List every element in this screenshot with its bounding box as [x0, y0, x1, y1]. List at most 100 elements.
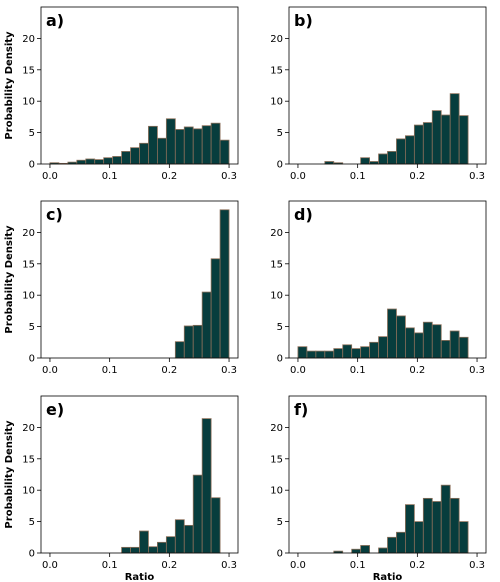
y-tick-label: 0 — [277, 160, 283, 171]
panel-b: 0.0 0.1 0.2 0.3 0 5 10 15 20 b) — [270, 6, 487, 182]
y-tick-label: 15 — [22, 65, 35, 76]
histogram-bar — [130, 546, 140, 554]
histogram-bar — [192, 128, 203, 165]
y-tick-label: 20 — [270, 228, 283, 239]
histogram-bar — [378, 336, 388, 359]
y-tick-label: 0 — [29, 549, 35, 560]
histogram-bar — [183, 325, 194, 359]
y-tick-label: 5 — [277, 128, 283, 139]
histogram-bar — [396, 138, 406, 165]
histogram-bar — [449, 330, 460, 359]
histogram-bar — [210, 122, 221, 165]
y-tick-label: 10 — [22, 291, 35, 302]
histogram-bar — [103, 157, 114, 165]
histogram-bar — [440, 114, 451, 165]
axes-frame — [288, 395, 487, 554]
histogram-bar — [192, 324, 203, 359]
x-tick-label: 0.0 — [42, 171, 58, 182]
histogram-bar — [148, 125, 158, 165]
panel-label: f) — [294, 400, 308, 419]
histogram-bar — [121, 546, 131, 554]
histogram-bar — [449, 93, 460, 165]
y-tick-label: 10 — [270, 291, 283, 302]
histogram-bar — [297, 346, 308, 359]
histogram-bar — [201, 418, 212, 554]
histogram-bar — [121, 151, 131, 165]
panel-e: 0.0 0.1 0.2 0.3 0 5 10 15 20 e) Probability Densit… — [4, 395, 239, 582]
y-tick-label: 0 — [277, 549, 283, 560]
x-tick-label: 0.3 — [469, 560, 485, 571]
axes-frame — [288, 6, 487, 165]
x-tick-label: 0.2 — [409, 171, 425, 182]
y-tick-label: 15 — [270, 259, 283, 270]
histogram-bar — [360, 157, 370, 165]
histogram-bar — [85, 158, 96, 165]
histogram-bar — [351, 548, 362, 554]
histogram-bar — [219, 139, 230, 165]
x-tick-label: 0.3 — [221, 171, 237, 182]
x-tick-label: 0.1 — [102, 560, 118, 571]
y-tick-label: 15 — [270, 65, 283, 76]
axes-frame — [40, 6, 239, 165]
x-tick-label: 0.1 — [350, 560, 366, 571]
histogram-bar — [378, 547, 388, 554]
y-tick-label: 10 — [22, 97, 35, 108]
x-tick-label: 0.2 — [161, 171, 177, 182]
histogram-bar — [333, 348, 344, 359]
y-axis-label: Probability Density — [4, 420, 15, 529]
histogram-bar — [431, 324, 442, 359]
histogram-bar — [165, 118, 176, 165]
y-tick-label: 20 — [22, 423, 35, 434]
histogram-bar — [360, 545, 370, 554]
y-tick-label: 5 — [277, 322, 283, 333]
axes-frame — [288, 200, 487, 359]
histogram-bar — [183, 524, 194, 554]
x-tick-label: 0.1 — [102, 171, 118, 182]
histogram-bar — [405, 504, 415, 554]
histogram-bar — [431, 110, 442, 165]
panel-d: 0.0 0.1 0.2 0.3 0 5 10 15 20 d) — [270, 200, 487, 376]
y-tick-label: 20 — [270, 423, 283, 434]
histogram-bar — [76, 159, 87, 165]
histogram-bar — [378, 153, 388, 165]
y-axis-label: Probability Density — [4, 31, 15, 140]
x-tick-label: 0.0 — [42, 560, 58, 571]
y-tick-label: 10 — [270, 486, 283, 497]
histogram-bar — [422, 497, 433, 554]
x-tick-label: 0.3 — [469, 365, 485, 376]
x-tick-label: 0.3 — [221, 365, 237, 376]
x-tick-label: 0.2 — [161, 560, 177, 571]
x-tick-label: 0.3 — [469, 171, 485, 182]
panel-label: c) — [46, 205, 63, 224]
histogram-bar — [157, 137, 167, 165]
histogram-bar — [396, 531, 406, 554]
histogram-bar — [174, 341, 185, 359]
y-tick-label: 20 — [22, 34, 35, 45]
histogram-bar — [369, 341, 379, 359]
x-tick-label: 0.3 — [221, 560, 237, 571]
x-tick-label: 0.2 — [161, 365, 177, 376]
histogram-bar — [183, 126, 194, 165]
histogram-bar — [440, 484, 451, 554]
histogram-bar — [201, 125, 212, 165]
histogram-bar — [458, 115, 469, 165]
histogram-bar — [201, 291, 212, 359]
histogram-bar — [342, 344, 353, 359]
histogram-bar — [413, 521, 424, 554]
histogram-bar — [192, 474, 203, 554]
histogram-bar — [422, 321, 433, 359]
histogram-bar — [219, 209, 230, 359]
histogram-bar — [440, 340, 451, 359]
y-tick-label: 5 — [29, 322, 35, 333]
histogram-bar — [351, 348, 362, 359]
x-tick-label: 0.0 — [290, 365, 306, 376]
panel-label: a) — [46, 11, 64, 30]
histogram-bar — [413, 332, 424, 359]
histogram-bar — [165, 536, 176, 554]
histogram-bar — [387, 151, 397, 165]
histogram-bar — [387, 536, 397, 554]
histogram-bar — [324, 350, 335, 359]
histogram-bar — [396, 315, 406, 359]
panel-label: b) — [294, 11, 313, 30]
